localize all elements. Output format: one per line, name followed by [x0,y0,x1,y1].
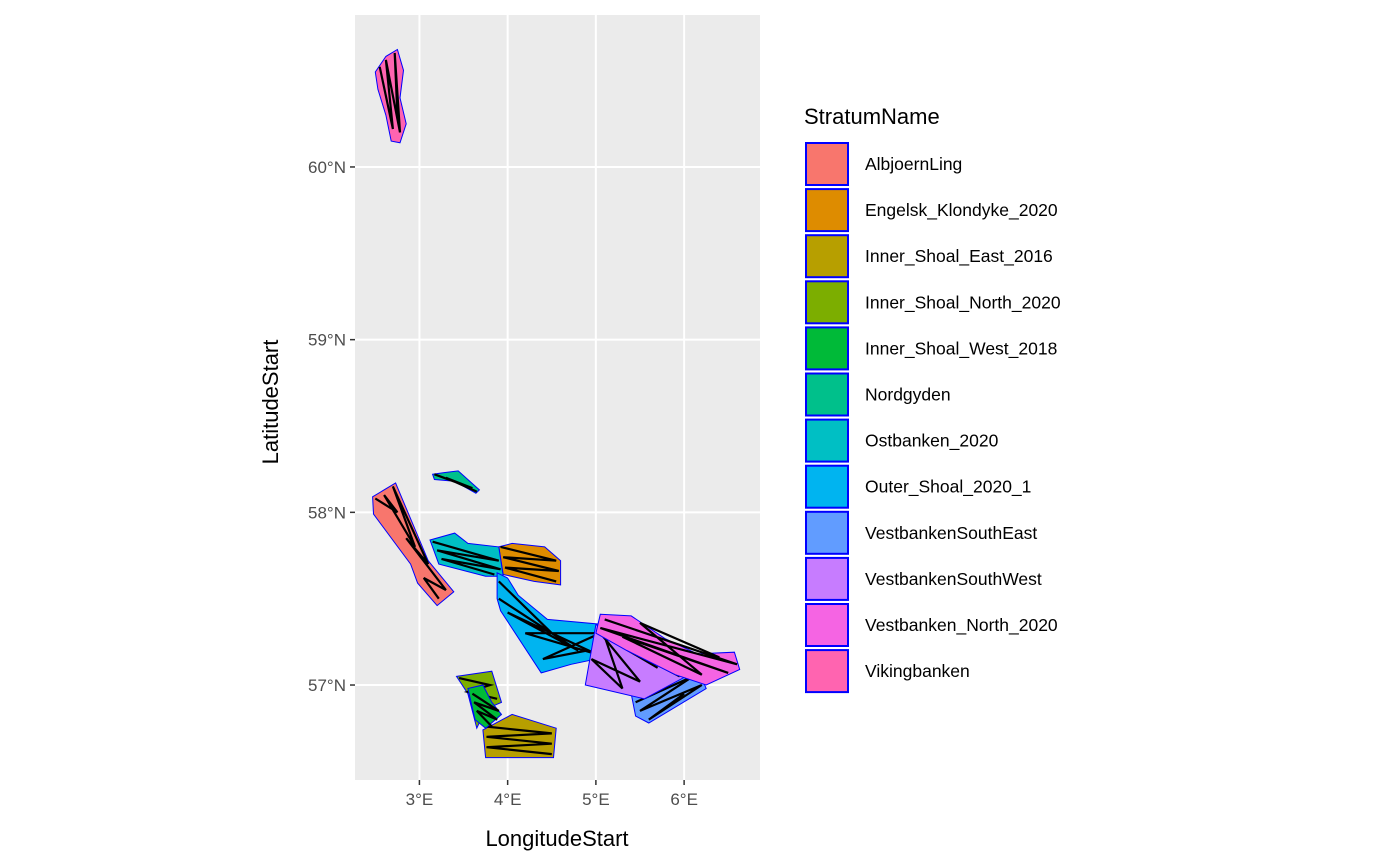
stratum-Inner_Shoal_East_2016 [482,713,557,759]
y-tick-label: 59°N [308,331,346,350]
transect-line [500,545,560,583]
stratum-Vikingbanken [374,48,407,144]
strata-layer [372,48,741,759]
y-axis-title: LatitudeStart [258,340,283,465]
stratum-Inner_Shoal_West_2018 [467,684,503,729]
transect-line [432,540,501,576]
transect-line [374,485,447,600]
legend-key [805,464,849,509]
legend-item: Vestbanken_North_2020 [805,603,1058,647]
x-tick-label: 3°E [406,790,434,809]
legend-key [805,280,849,325]
legend-label: Nordgyden [865,385,951,405]
legend-items: AlbjoernLing Engelsk_Klondyke_2020 Inner_S… [805,142,1061,694]
transect-line [485,725,552,756]
stratum-Vestbanken_North_2020 [595,613,741,686]
legend-label: Vestbanken_North_2020 [865,615,1058,636]
transect-line [599,618,738,676]
stratum-Engelsk_Klondyke_2020 [498,542,562,586]
legend-key [805,418,849,463]
legend-label: Vikingbanken [865,661,970,681]
transect-line [635,675,703,721]
legend-key [805,510,849,555]
stratum-polygon [595,613,741,686]
x-tick-label: 5°E [582,790,610,809]
transect-line [471,692,500,728]
legend-item: VestbankenSouthEast [805,510,1037,555]
legend-label: Ostbanken_2020 [865,431,999,452]
x-axis: 3°E 4°E 5°E 6°E [406,780,698,809]
legend-title: StratumName [804,104,940,129]
transect-line [378,52,402,133]
transect-line [498,580,601,661]
legend-item: Ostbanken_2020 [805,418,999,463]
legend-item: AlbjoernLing [805,142,962,186]
legend-label: Inner_Shoal_West_2018 [865,338,1057,359]
legend-item: Engelsk_Klondyke_2020 [805,188,1058,233]
legend-label: AlbjoernLing [865,154,962,174]
legend-label: VestbankenSouthEast [865,523,1037,543]
transect-line [434,473,478,493]
y-tick-label: 60°N [308,158,346,177]
stratum-Ostbanken_2020 [429,532,504,577]
legend-key [805,372,849,417]
legend: StratumName AlbjoernLing Engelsk_Klondyke… [804,104,1061,694]
legend-key [805,188,849,233]
plot-panel [355,15,760,780]
y-tick-label: 58°N [308,503,346,522]
y-axis: 57°N 58°N 59°N 60°N [308,158,355,695]
x-axis-title: LongitudeStart [485,826,628,851]
legend-key [805,234,849,279]
legend-key [805,326,849,371]
legend-key [805,556,849,601]
legend-label: Inner_Shoal_North_2020 [865,292,1061,313]
y-tick-label: 57°N [308,676,346,695]
legend-item: Inner_Shoal_North_2020 [805,280,1061,325]
legend-item: Vikingbanken [805,649,970,694]
legend-item: Inner_Shoal_East_2016 [805,234,1053,279]
legend-label: Outer_Shoal_2020_1 [865,477,1031,498]
legend-key [805,142,849,186]
stratum-Nordgyden [431,470,481,494]
legend-label: VestbankenSouthWest [865,569,1042,589]
x-tick-label: 4°E [494,790,522,809]
legend-item: VestbankenSouthWest [805,556,1042,601]
legend-item: Inner_Shoal_West_2018 [805,326,1057,371]
stratum-AlbjoernLing [372,482,455,607]
legend-item: Nordgyden [805,372,951,417]
x-tick-label: 6°E [670,790,698,809]
legend-label: Inner_Shoal_East_2016 [865,246,1053,267]
legend-key [805,603,849,647]
legend-label: Engelsk_Klondyke_2020 [865,200,1058,221]
legend-item: Outer_Shoal_2020_1 [805,464,1031,509]
legend-key [805,649,849,694]
